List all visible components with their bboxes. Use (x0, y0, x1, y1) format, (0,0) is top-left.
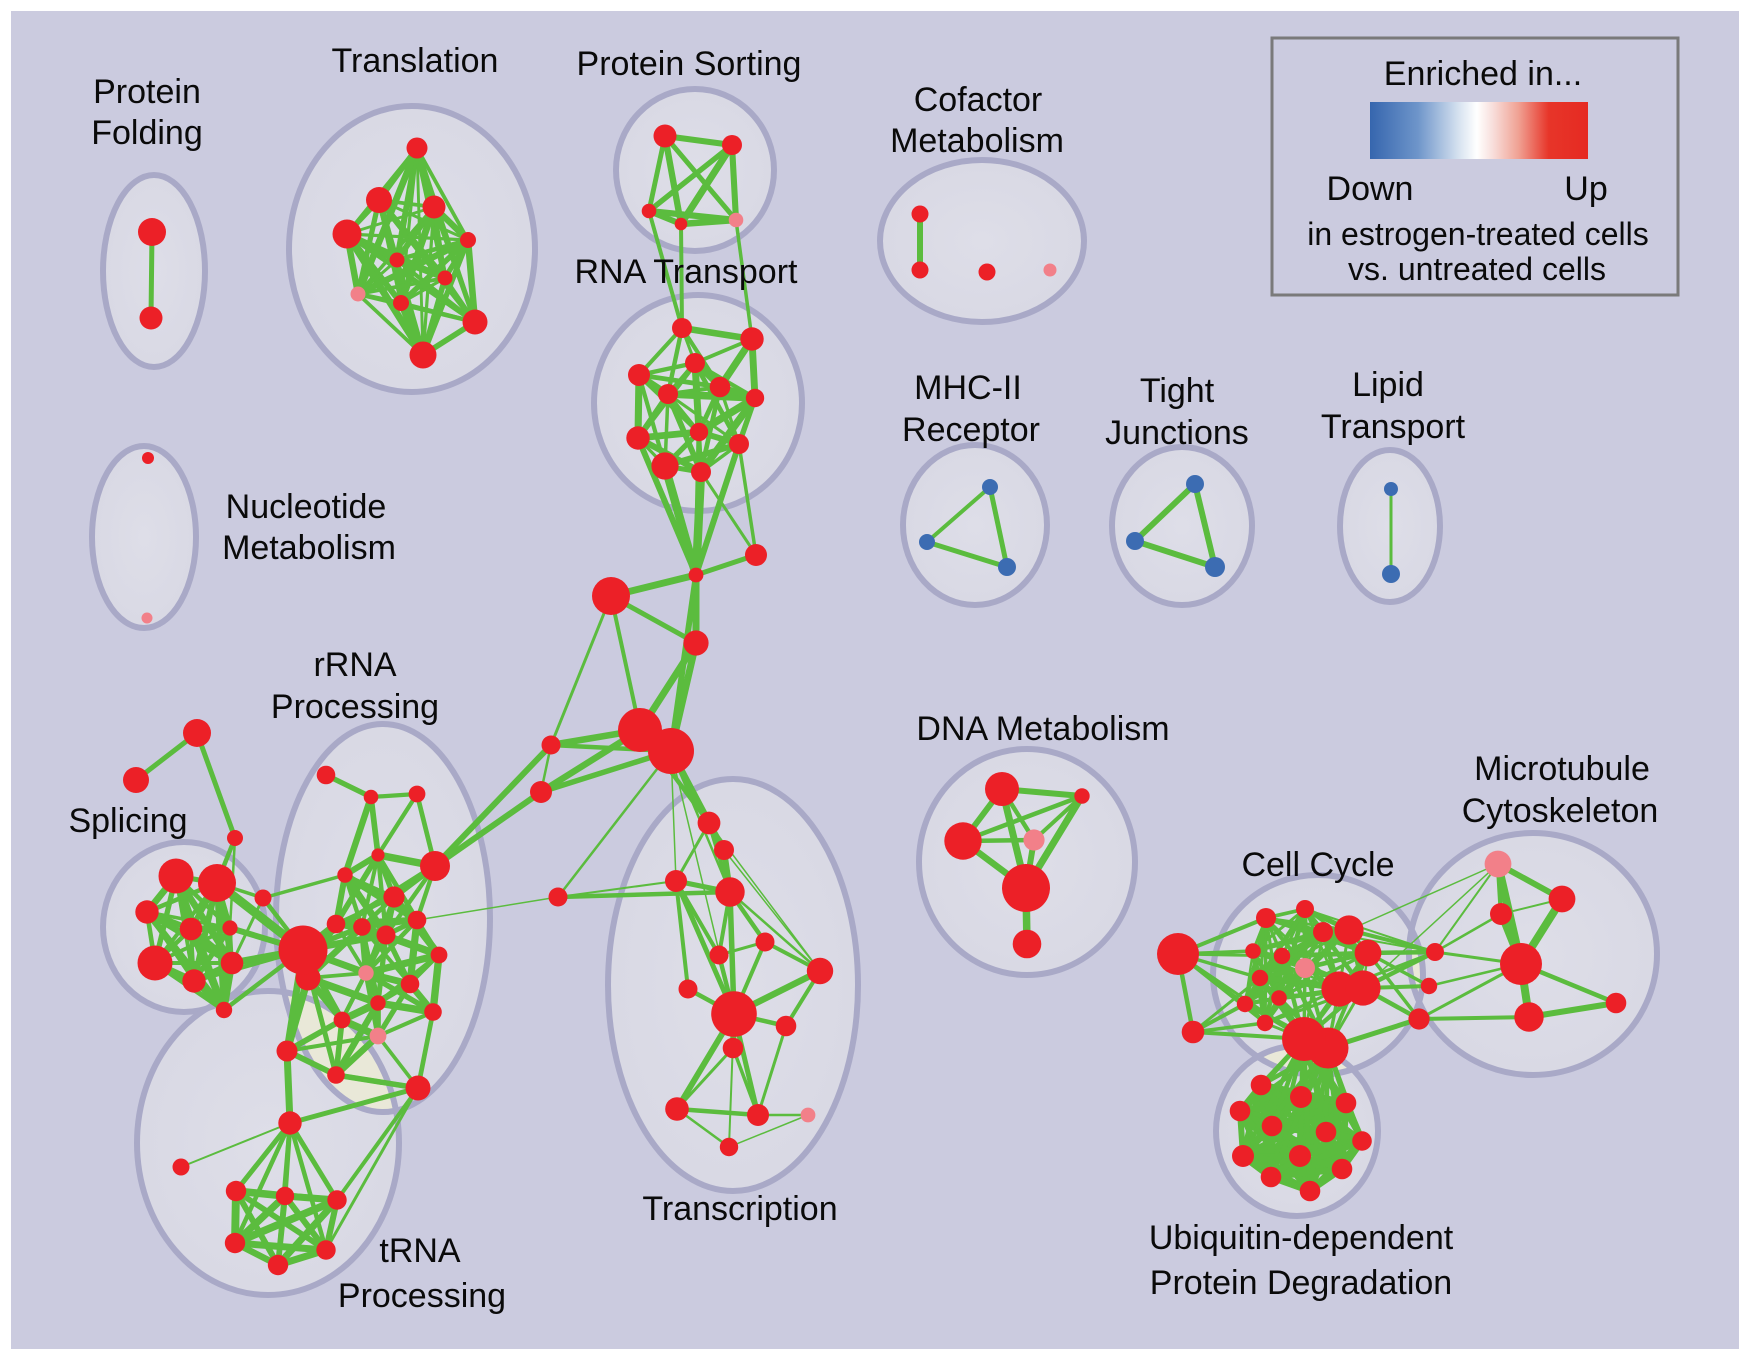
svg-text:Protein Degradation: Protein Degradation (1150, 1264, 1452, 1302)
svg-text:Cofactor: Cofactor (914, 81, 1043, 119)
svg-text:Protein Sorting: Protein Sorting (577, 45, 802, 83)
svg-text:Cell Cycle: Cell Cycle (1241, 846, 1394, 884)
svg-text:Metabolism: Metabolism (222, 529, 396, 567)
svg-text:Up: Up (1564, 170, 1607, 208)
svg-text:Junctions: Junctions (1105, 414, 1249, 452)
svg-text:Microtubule: Microtubule (1474, 750, 1650, 788)
svg-text:Enriched in...: Enriched in... (1384, 55, 1582, 93)
svg-text:Metabolism: Metabolism (890, 122, 1064, 160)
svg-text:Receptor: Receptor (902, 411, 1040, 449)
svg-text:vs. untreated cells: vs. untreated cells (1348, 251, 1606, 287)
svg-text:Processing: Processing (338, 1277, 506, 1315)
svg-text:Protein: Protein (93, 73, 201, 111)
svg-text:Splicing: Splicing (68, 802, 187, 840)
svg-text:Transcription: Transcription (642, 1190, 837, 1228)
svg-text:tRNA: tRNA (379, 1232, 461, 1270)
svg-text:Cytoskeleton: Cytoskeleton (1462, 792, 1659, 830)
svg-text:Nucleotide: Nucleotide (226, 488, 387, 526)
svg-text:Lipid: Lipid (1352, 366, 1424, 404)
svg-text:Tight: Tight (1140, 372, 1215, 410)
svg-text:Ubiquitin-dependent: Ubiquitin-dependent (1149, 1219, 1454, 1257)
svg-text:RNA Transport: RNA Transport (575, 253, 799, 291)
svg-text:Translation: Translation (332, 42, 499, 80)
svg-text:Down: Down (1327, 170, 1414, 208)
svg-text:in estrogen-treated cells: in estrogen-treated cells (1307, 216, 1649, 252)
svg-text:rRNA: rRNA (313, 646, 396, 684)
svg-text:Transport: Transport (1321, 408, 1466, 446)
svg-text:MHC-II: MHC-II (914, 369, 1022, 407)
svg-text:Folding: Folding (91, 114, 203, 152)
svg-text:Processing: Processing (271, 688, 439, 726)
svg-text:DNA Metabolism: DNA Metabolism (916, 710, 1169, 748)
